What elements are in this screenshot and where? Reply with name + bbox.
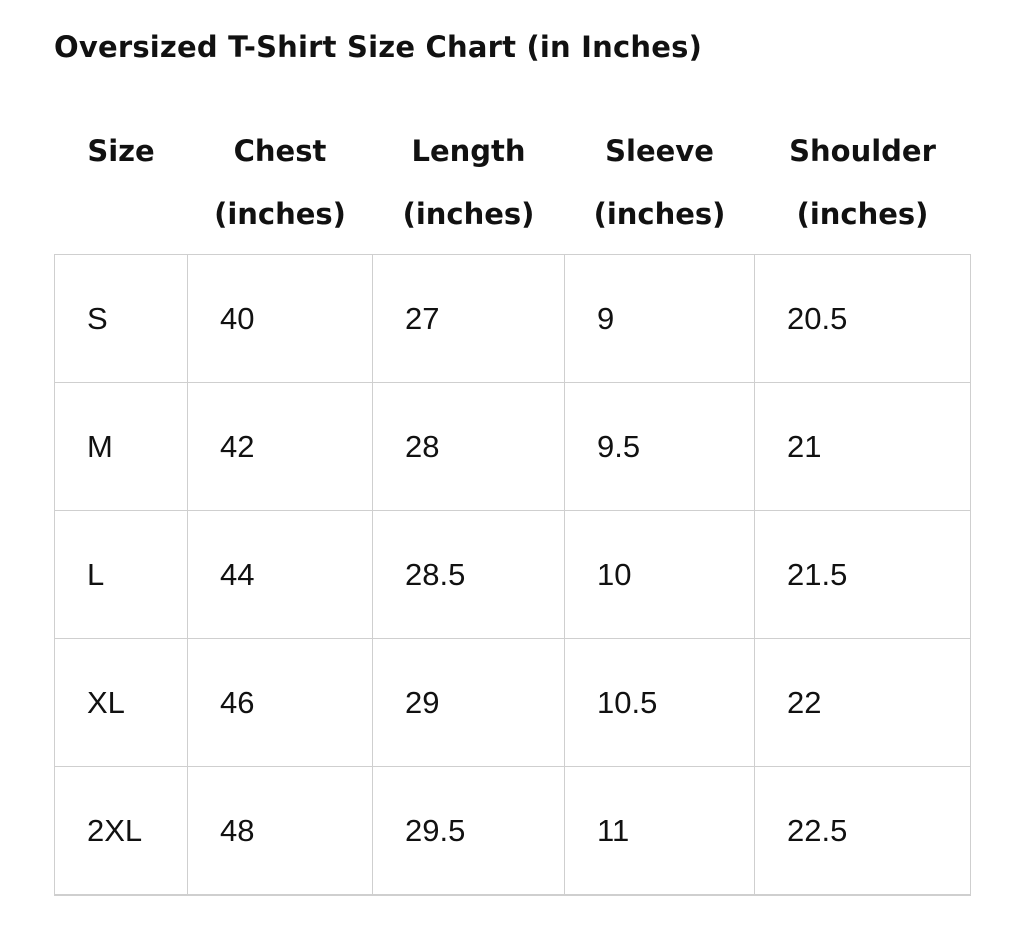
table-cell: S [54,254,188,383]
table-body: S 40 27 9 20.5 M 42 28 9.5 21 L 44 28.5 10 21.5 XL 46 29 1… [54,254,971,896]
table-cell: 29 [372,638,565,767]
table-row: S 40 27 9 20.5 [54,254,971,383]
table-cell: 48 [187,766,373,896]
table-cell: 29.5 [372,766,565,896]
table-cell: 10 [564,510,755,639]
table-cell: 2XL [54,766,188,896]
table-cell: 9.5 [564,382,755,511]
table-cell: 22.5 [754,766,971,896]
size-chart-table: Size Chest (inches) Length (inches) Sleeve (in… [54,120,971,896]
table-cell: 9 [564,254,755,383]
table-cell: 11 [564,766,755,896]
column-header-name: Size [87,134,155,168]
column-header-unit: (inches) [402,197,535,231]
column-header-unit: (inches) [796,197,929,231]
header-row: Size Chest (inches) Length (inches) Sleeve (in… [55,120,971,255]
column-header: Shoulder (inches) [755,120,971,255]
table-cell: 42 [187,382,373,511]
table-cell: 20.5 [754,254,971,383]
table-cell: M [54,382,188,511]
column-header: Size [55,120,188,255]
column-header: Sleeve (inches) [565,120,755,255]
table-cell: 21 [754,382,971,511]
table-row: L 44 28.5 10 21.5 [54,510,971,639]
column-header-name: Shoulder [789,134,936,168]
table-cell: 21.5 [754,510,971,639]
page-title: Oversized T-Shirt Size Chart (in Inches) [54,30,703,64]
table-cell: 10.5 [564,638,755,767]
table-cell: XL [54,638,188,767]
column-header-name: Chest [233,134,327,168]
table-row: 2XL 48 29.5 11 22.5 [54,766,971,896]
column-header-unit: (inches) [214,197,346,231]
table-cell: 28 [372,382,565,511]
table-cell: 46 [187,638,373,767]
table-cell: 28.5 [372,510,565,639]
table-cell: 22 [754,638,971,767]
table-cell: 44 [187,510,373,639]
column-header-name: Length [411,134,526,168]
column-header-name: Sleeve [605,134,714,168]
table-row: M 42 28 9.5 21 [54,382,971,511]
table-cell: 40 [187,254,373,383]
column-header: Length (inches) [373,120,565,255]
table-cell: 27 [372,254,565,383]
column-header: Chest (inches) [188,120,373,255]
table-cell: L [54,510,188,639]
table-row: XL 46 29 10.5 22 [54,638,971,767]
column-header-unit: (inches) [593,197,726,231]
